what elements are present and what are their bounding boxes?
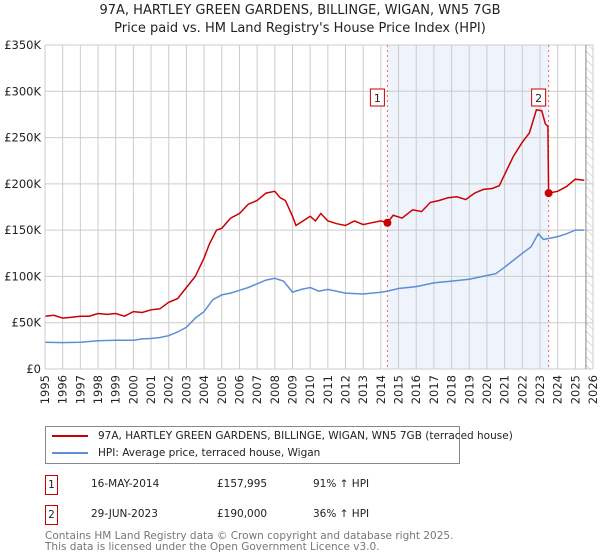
- transaction-price: £190,000: [217, 508, 268, 520]
- x-tick-label: 2025: [568, 375, 582, 404]
- legend-item-hpi: HPI: Average price, terraced house, Wiga…: [52, 445, 320, 461]
- sale-point: [544, 189, 553, 198]
- y-tick-label: £0: [26, 362, 41, 376]
- legend: 97A, HARTLEY GREEN GARDENS, BILLINGE, WI…: [45, 426, 513, 464]
- footer-copyright: Contains HM Land Registry data © Crown c…: [45, 530, 454, 542]
- sale-point: [383, 218, 392, 227]
- sale-badge: [531, 88, 547, 107]
- x-tick-label: 2003: [179, 375, 193, 404]
- transaction-row: 2 29-JUN-2023 £190,000 36% ↑ HPI: [45, 505, 445, 525]
- x-tick-label: 2006: [232, 375, 246, 404]
- x-tick-label: 2021: [498, 375, 512, 404]
- x-tick-label: 2023: [533, 375, 547, 404]
- x-tick-label: 2001: [144, 375, 158, 404]
- transaction-hpi: 36% ↑ HPI: [313, 508, 370, 520]
- transaction-row: 1 16-MAY-2014 £157,995 91% ↑ HPI: [45, 475, 445, 495]
- y-tick-label: £50K: [12, 316, 42, 330]
- x-tick-label: 2008: [268, 375, 282, 404]
- legend-line-hpi: [52, 452, 88, 454]
- price-chart: 1995 1996 1997 1998 1999 2000 2001 2002 2003 2004…: [4, 38, 600, 404]
- x-tick-label: 2026: [586, 375, 600, 404]
- x-tick-label: 2009: [285, 375, 299, 404]
- chart-subtitle: Price paid vs. HM Land Registry's House …: [114, 21, 486, 36]
- x-tick-label: 1999: [109, 375, 123, 404]
- x-tick-label: 2019: [462, 375, 476, 404]
- x-tick-label: 2005: [215, 375, 229, 404]
- x-tick-label: 1998: [91, 375, 105, 404]
- y-tick-label: £350K: [4, 38, 41, 52]
- chart-title: 97A, HARTLEY GREEN GARDENS, BILLINGE, WI…: [99, 3, 501, 18]
- x-tick-label: 2020: [480, 375, 494, 404]
- hpi-line: [44, 229, 585, 344]
- transaction-price: £157,995: [217, 478, 268, 490]
- y-tick-label: £200K: [4, 177, 41, 191]
- x-tick-label: 1995: [38, 375, 52, 404]
- x-tick-label: 2022: [515, 375, 529, 404]
- transaction-badge: 2: [45, 505, 58, 525]
- sale-badge: [369, 88, 385, 107]
- future-hatch: [585, 45, 593, 369]
- x-tick-label: 2002: [162, 375, 176, 404]
- x-tick-label: 1997: [73, 375, 87, 404]
- x-tick-label: 2013: [356, 375, 370, 404]
- footer: Contains HM Land Registry data © Crown c…: [45, 531, 453, 553]
- x-tick-label: 2004: [197, 375, 211, 404]
- x-tick-label: 2015: [392, 375, 406, 404]
- footer-licence: This data is licensed under the Open Gov…: [45, 541, 380, 553]
- legend-label-property: 97A, HARTLEY GREEN GARDENS, BILLINGE, WI…: [98, 430, 513, 442]
- x-tick-label: 2024: [551, 375, 565, 404]
- transaction-date: 29-JUN-2023: [91, 508, 158, 520]
- y-tick-label: £250K: [4, 131, 41, 145]
- transaction-date: 16-MAY-2014: [91, 478, 160, 490]
- x-tick-label: 2017: [427, 375, 441, 404]
- legend-item-property: 97A, HARTLEY GREEN GARDENS, BILLINGE, WI…: [52, 428, 513, 444]
- x-tick-label: 2000: [126, 375, 140, 404]
- x-tick-label: 2018: [445, 375, 459, 404]
- x-tick-label: 2012: [339, 375, 353, 404]
- x-tick-label: 2011: [321, 375, 335, 404]
- transaction-hpi: 91% ↑ HPI: [313, 478, 370, 490]
- legend-label-hpi: HPI: Average price, terraced house, Wiga…: [98, 447, 321, 459]
- y-tick-label: £300K: [4, 84, 41, 98]
- y-tick-label: £100K: [4, 269, 41, 283]
- x-tick-label: 2014: [374, 375, 388, 404]
- transaction-badge: 1: [45, 475, 58, 495]
- y-tick-label: £150K: [4, 223, 41, 237]
- sale-badge-label: 2: [535, 92, 542, 105]
- property-line: [44, 108, 585, 319]
- sale-badge-label: 1: [374, 92, 381, 105]
- x-tick-label: 2010: [303, 375, 317, 404]
- x-tick-label: 2016: [409, 375, 423, 404]
- legend-line-property: [52, 435, 88, 437]
- x-tick-label: 1996: [56, 375, 70, 404]
- x-tick-label: 2007: [250, 375, 264, 404]
- sale-period-shade: [387, 45, 549, 369]
